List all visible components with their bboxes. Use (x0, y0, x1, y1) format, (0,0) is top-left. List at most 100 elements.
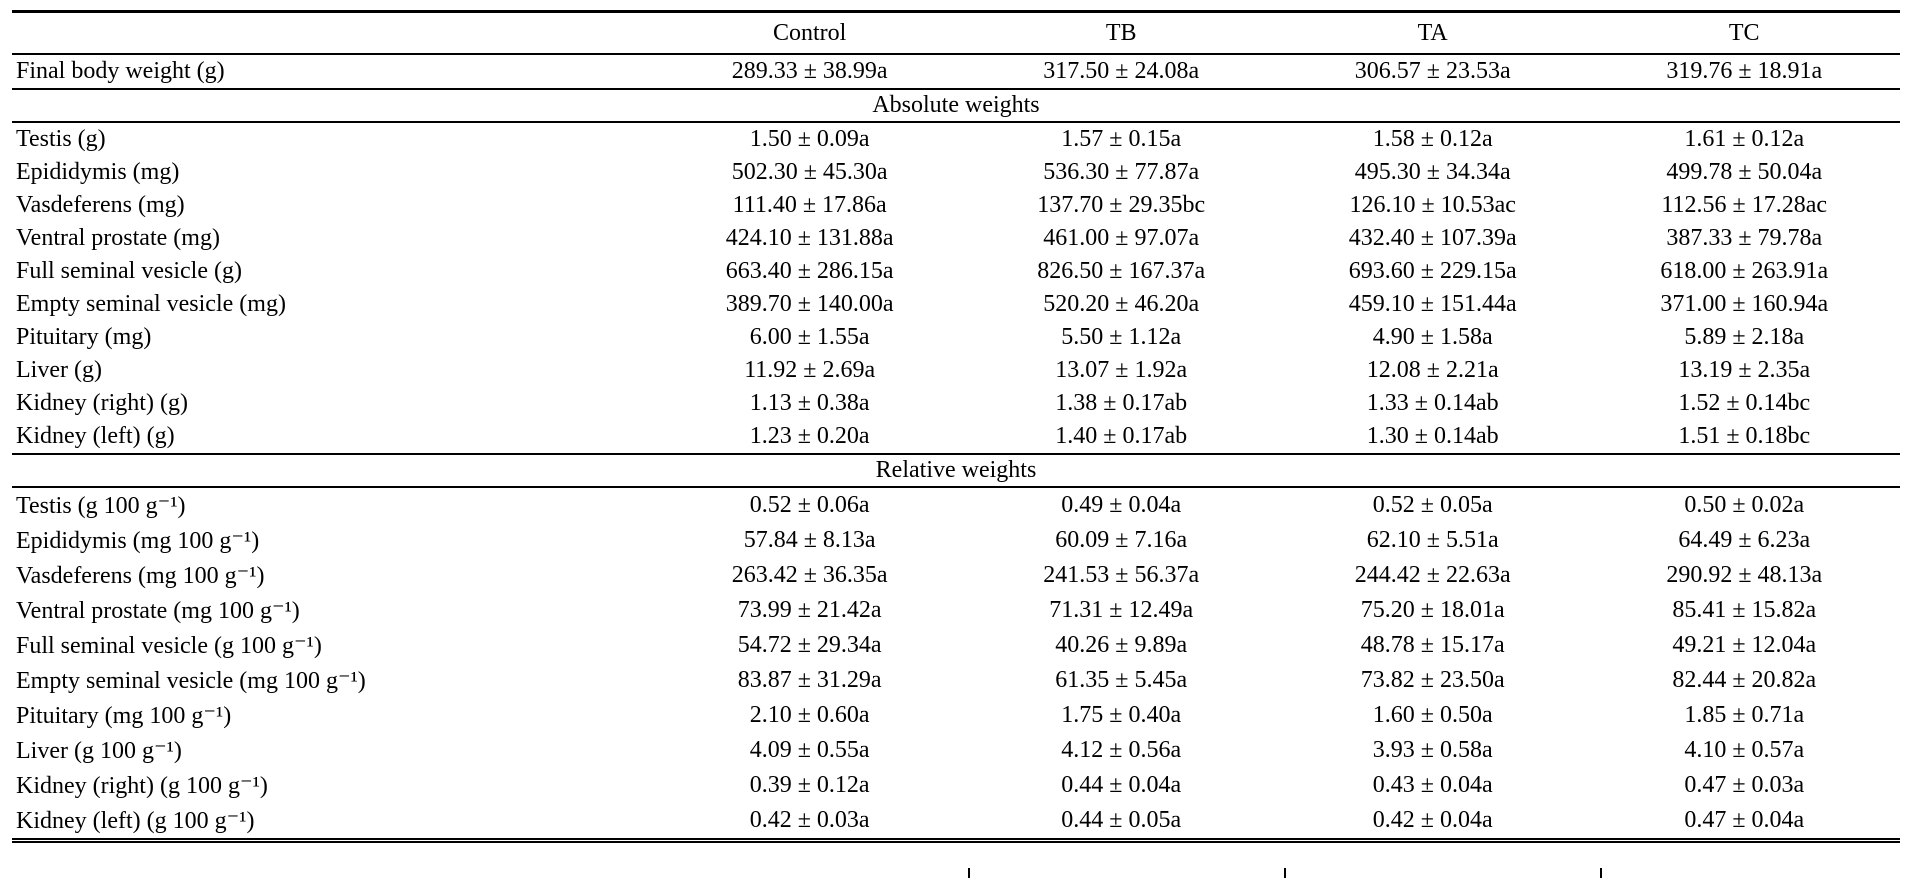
value-cell: 6.00 ± 1.55a (749, 324, 870, 350)
value-cell: 1.38 ± 0.17ab (1055, 390, 1188, 416)
value-cell: 1.23 ± 0.20a (749, 423, 870, 449)
table-row: Kidney (right) (g) 1.13 ± 0.38a 1.38 ± 0.1… (12, 387, 1900, 420)
table-row: Vasdeferens (mg 100 g⁻¹) 263.42 ± 36.35a 2… (12, 558, 1900, 593)
value-cell: 3.93 ± 0.58a (1372, 737, 1493, 763)
value-cell: 520.20 ± 46.20a (1043, 291, 1200, 317)
value-cell: 502.30 ± 45.30a (731, 159, 888, 185)
value-cell: 60.09 ± 7.16a (1055, 527, 1188, 553)
value-cell: 1.61 ± 0.12a (1684, 126, 1805, 152)
value-cell: 4.09 ± 0.55a (749, 737, 870, 763)
row-label: Kidney (right) (g) (16, 390, 188, 416)
value-cell: 499.78 ± 50.04a (1666, 159, 1823, 185)
table-row: Kidney (left) (g) 1.23 ± 0.20a 1.40 ± 0.17… (12, 420, 1900, 454)
value-cell: 49.21 ± 12.04a (1672, 632, 1817, 658)
value-cell: 536.30 ± 77.87a (1043, 159, 1200, 185)
row-label: Vasdeferens (mg) (16, 192, 185, 218)
bottom-rule-tick (1599, 868, 1602, 878)
row-label: Liver (g 100 g⁻¹) (16, 738, 182, 764)
row-label: Kidney (left) (g) (16, 423, 175, 449)
table-row: Full seminal vesicle (g) 663.40 ± 286.15a… (12, 255, 1900, 288)
value-cell: 1.40 ± 0.17ab (1055, 423, 1188, 449)
row-label: Kidney (right) (g 100 g⁻¹) (16, 773, 268, 799)
value-cell: 54.72 ± 29.34a (737, 632, 882, 658)
value-cell: 306.57 ± 23.53a (1354, 58, 1511, 84)
value-cell: 495.30 ± 34.34a (1354, 159, 1511, 185)
table-row: Pituitary (mg) 6.00 ± 1.55a 5.50 ± 1.12a 4.… (12, 321, 1900, 354)
value-cell: 0.49 ± 0.04a (1061, 492, 1182, 518)
section-header-row: Absolute weights (12, 88, 1900, 123)
value-cell: 263.42 ± 36.35a (731, 562, 888, 588)
header-tc: TC (1728, 20, 1760, 46)
value-cell: 289.33 ± 38.99a (731, 58, 888, 84)
value-cell: 13.19 ± 2.35a (1678, 357, 1811, 383)
row-label: Full seminal vesicle (g 100 g⁻¹) (16, 633, 322, 659)
value-cell: 0.52 ± 0.05a (1372, 492, 1493, 518)
value-cell: 0.50 ± 0.02a (1684, 492, 1805, 518)
value-cell: 13.07 ± 1.92a (1055, 357, 1188, 383)
value-cell: 126.10 ± 10.53ac (1349, 192, 1516, 218)
value-cell: 0.39 ± 0.12a (749, 772, 870, 798)
value-cell: 241.53 ± 56.37a (1043, 562, 1200, 588)
value-cell: 1.13 ± 0.38a (749, 390, 870, 416)
value-cell: 0.44 ± 0.04a (1061, 772, 1182, 798)
row-label: Pituitary (mg 100 g⁻¹) (16, 703, 232, 729)
value-cell: 0.47 ± 0.03a (1684, 772, 1805, 798)
value-cell: 73.82 ± 23.50a (1360, 667, 1505, 693)
row-label: Liver (g) (16, 357, 102, 383)
value-cell: 1.52 ± 0.14bc (1678, 390, 1811, 416)
table-row: Pituitary (mg 100 g⁻¹) 2.10 ± 0.60a 1.75 ±… (12, 698, 1900, 733)
table-row: Empty seminal vesicle (mg) 389.70 ± 140.0… (12, 288, 1900, 321)
value-cell: 0.44 ± 0.05a (1061, 807, 1182, 833)
value-cell: 319.76 ± 18.91a (1666, 58, 1823, 84)
value-cell: 5.50 ± 1.12a (1061, 324, 1182, 350)
row-label: Testis (g 100 g⁻¹) (16, 493, 186, 519)
value-cell: 4.10 ± 0.57a (1684, 737, 1805, 763)
table-row: Vasdeferens (mg) 111.40 ± 17.86a 137.70 ± … (12, 189, 1900, 222)
value-cell: 111.40 ± 17.86a (732, 192, 887, 218)
value-cell: 1.30 ± 0.14ab (1366, 423, 1499, 449)
table-row: Kidney (left) (g 100 g⁻¹) 0.42 ± 0.03a 0.4… (12, 803, 1900, 841)
organ-weights-table: Control TB TA TC Final body weight (g) 28… (12, 10, 1900, 843)
value-cell: 0.47 ± 0.04a (1684, 807, 1805, 833)
value-cell: 82.44 ± 20.82a (1672, 667, 1817, 693)
header-tb: TB (1105, 20, 1137, 46)
table-row: Liver (g) 11.92 ± 2.69a 13.07 ± 1.92a 12.08… (12, 354, 1900, 387)
value-cell: 61.35 ± 5.45a (1055, 667, 1188, 693)
row-label: Empty seminal vesicle (mg) (16, 291, 286, 317)
value-cell: 62.10 ± 5.51a (1366, 527, 1499, 553)
table-row: Epididymis (mg) 502.30 ± 45.30a 536.30 ± 7… (12, 156, 1900, 189)
table-row: Testis (g 100 g⁻¹) 0.52 ± 0.06a 0.49 ± 0.0… (12, 487, 1900, 523)
value-cell: 5.89 ± 2.18a (1684, 324, 1805, 350)
value-cell: 1.85 ± 0.71a (1684, 702, 1805, 728)
table-row: Ventral prostate (mg) 424.10 ± 131.88a 461… (12, 222, 1900, 255)
value-cell: 244.42 ± 22.63a (1354, 562, 1511, 588)
row-label: Ventral prostate (mg 100 g⁻¹) (16, 598, 300, 624)
table-header-row: Control TB TA TC (12, 12, 1900, 54)
section-title: Relative weights (12, 453, 1900, 488)
value-cell: 0.52 ± 0.06a (749, 492, 870, 518)
value-cell: 64.49 ± 6.23a (1678, 527, 1811, 553)
value-cell: 432.40 ± 107.39a (1348, 225, 1517, 251)
header-ta: TA (1417, 20, 1448, 46)
row-label: Epididymis (mg 100 g⁻¹) (16, 528, 260, 554)
value-cell: 618.00 ± 263.91a (1660, 258, 1829, 284)
row-label: Epididymis (mg) (16, 159, 180, 185)
value-cell: 1.60 ± 0.50a (1372, 702, 1493, 728)
value-cell: 387.33 ± 79.78a (1666, 225, 1823, 251)
value-cell: 83.87 ± 31.29a (737, 667, 882, 693)
bottom-rule-tick (1283, 868, 1286, 878)
header-control: Control (772, 20, 847, 46)
value-cell: 389.70 ± 140.00a (725, 291, 894, 317)
value-cell: 663.40 ± 286.15a (725, 258, 894, 284)
table-row: Ventral prostate (mg 100 g⁻¹) 73.99 ± 21.… (12, 593, 1900, 628)
value-cell: 0.43 ± 0.04a (1372, 772, 1493, 798)
row-label: Ventral prostate (mg) (16, 225, 220, 251)
value-cell: 40.26 ± 9.89a (1055, 632, 1188, 658)
value-cell: 317.50 ± 24.08a (1043, 58, 1200, 84)
table-row: Empty seminal vesicle (mg 100 g⁻¹) 83.87 … (12, 663, 1900, 698)
value-cell: 12.08 ± 2.21a (1366, 357, 1499, 383)
value-cell: 1.58 ± 0.12a (1372, 126, 1493, 152)
row-label: Final body weight (g) (16, 58, 225, 84)
table-row: Liver (g 100 g⁻¹) 4.09 ± 0.55a 4.12 ± 0.56… (12, 733, 1900, 768)
